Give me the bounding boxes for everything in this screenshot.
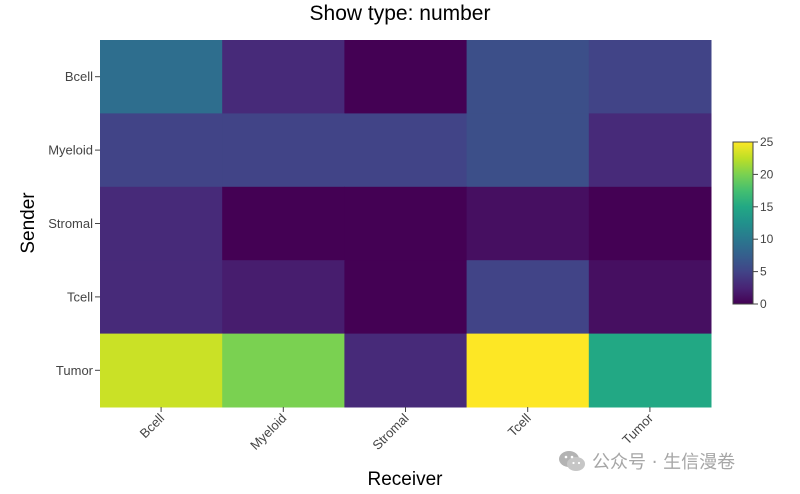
heatmap-cell-tcell-myeloid bbox=[222, 260, 345, 335]
heatmap-cell-bcell-stromal bbox=[344, 40, 468, 114]
heatmap-cell-bcell-tumor bbox=[588, 40, 712, 114]
heatmap-cell-tumor-tcell bbox=[466, 333, 590, 408]
colorbar-tick-label: 0 bbox=[760, 297, 767, 311]
watermark-text: 公众号 · 生信漫卷 bbox=[592, 452, 736, 473]
colorbar-tick-label: 10 bbox=[760, 232, 774, 246]
y-tick-label: Bcell bbox=[65, 69, 93, 84]
y-tick-label: Stromal bbox=[48, 216, 93, 231]
x-tick-label: Stromal bbox=[369, 410, 411, 452]
heatmap-cell-tcell-bcell bbox=[100, 260, 223, 335]
heatmap-cell-myeloid-stromal bbox=[344, 113, 468, 188]
x-axis-ticks: Bcell Myeloid Stromal Tcell Tumor bbox=[137, 407, 656, 453]
heatmap-cell-bcell-bcell bbox=[100, 40, 223, 114]
heatmap-cell-myeloid-tumor bbox=[588, 113, 712, 188]
heatmap-cell-tumor-bcell bbox=[100, 333, 223, 408]
heatmap-cell-tumor-tumor bbox=[588, 333, 712, 408]
heatmap-cell-tcell-tumor bbox=[588, 260, 712, 335]
heatmap-cell-tcell-tcell bbox=[466, 260, 590, 335]
colorbar-ticks: 0 5 10 15 20 25 bbox=[753, 135, 774, 311]
colorbar-tick-label: 25 bbox=[760, 135, 774, 149]
x-tick-label: Bcell bbox=[137, 410, 168, 441]
heatmap-cell-tcell-stromal bbox=[344, 260, 468, 335]
heatmap-cell-stromal-bcell bbox=[100, 186, 223, 261]
heatmap-cells bbox=[100, 40, 712, 408]
y-tick-label: Tumor bbox=[56, 363, 94, 378]
heatmap-cell-myeloid-tcell bbox=[466, 113, 590, 188]
heatmap-cell-stromal-tcell bbox=[466, 186, 590, 261]
x-tick-label: Tcell bbox=[505, 410, 534, 439]
colorbar-tick-label: 15 bbox=[760, 200, 774, 214]
colorbar bbox=[732, 141, 754, 305]
heatmap-cell-stromal-tumor bbox=[588, 186, 712, 261]
colorbar-tick-label: 5 bbox=[760, 265, 767, 279]
colorbar-tick-label: 20 bbox=[760, 167, 774, 181]
y-axis-ticks: Bcell Myeloid Stromal Tcell Tumor bbox=[48, 69, 100, 378]
heatmap-cell-bcell-myeloid bbox=[222, 40, 345, 114]
y-tick-label: Tcell bbox=[67, 289, 93, 304]
x-axis-title: Receiver bbox=[368, 469, 444, 490]
x-tick-label: Myeloid bbox=[247, 411, 289, 453]
x-tick-label: Tumor bbox=[619, 410, 656, 447]
heatmap-cell-myeloid-myeloid bbox=[222, 113, 345, 188]
watermark: 公众号 · 生信漫卷 bbox=[558, 448, 735, 474]
heatmap-cell-bcell-tcell bbox=[466, 40, 590, 114]
heatmap-cell-stromal-stromal bbox=[344, 186, 468, 261]
y-axis-title: Sender bbox=[18, 192, 39, 254]
chart-title: Show type: number bbox=[310, 2, 491, 25]
y-tick-label: Myeloid bbox=[48, 143, 93, 158]
heatmap-cell-stromal-myeloid bbox=[222, 186, 345, 261]
wechat-icon bbox=[559, 451, 585, 471]
heatmap-cell-tumor-stromal bbox=[344, 333, 468, 408]
heatmap-cell-myeloid-bcell bbox=[100, 113, 223, 188]
heatmap-cell-tumor-myeloid bbox=[222, 333, 345, 408]
